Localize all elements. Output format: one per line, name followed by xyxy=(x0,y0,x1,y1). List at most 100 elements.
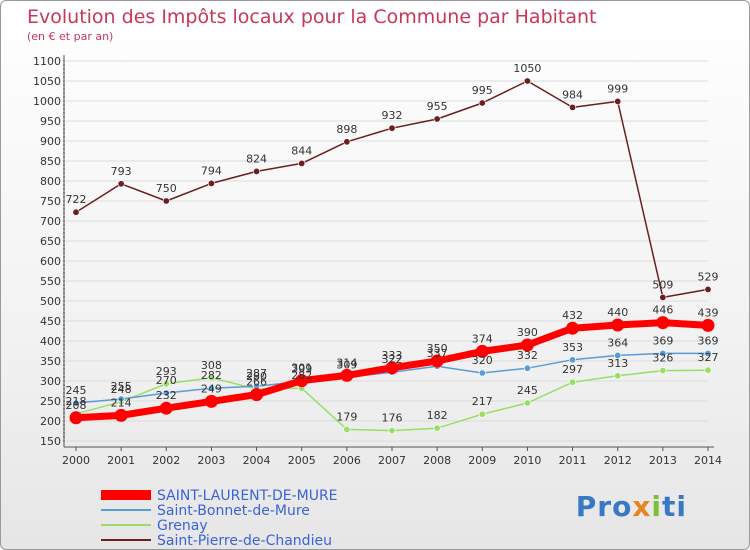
data-label: 898 xyxy=(336,123,357,136)
data-point xyxy=(340,368,354,382)
logo-part-1: Pro xyxy=(575,490,633,523)
data-point xyxy=(343,425,351,433)
data-labels: 208 214 232 249 266 301 314 333 350 374 390 432 440 4… xyxy=(66,62,719,425)
data-label: 255 xyxy=(111,380,132,393)
data-point xyxy=(433,115,441,123)
series-layer xyxy=(69,77,715,435)
y-tick-label: 300 xyxy=(40,375,61,388)
data-label: 374 xyxy=(472,332,493,345)
data-label: 999 xyxy=(607,82,628,95)
data-label: 750 xyxy=(156,182,177,195)
x-tick-label: 2004 xyxy=(243,454,271,467)
data-label: 266 xyxy=(246,376,267,389)
data-point xyxy=(117,180,125,188)
data-label: 176 xyxy=(382,412,403,425)
y-tick-label: 500 xyxy=(40,295,61,308)
logo-part-3: i xyxy=(651,490,663,523)
data-label: 332 xyxy=(517,349,538,362)
data-point xyxy=(295,374,309,388)
data-point xyxy=(704,285,712,293)
x-tick-label: 2006 xyxy=(333,454,361,467)
y-tick-label: 850 xyxy=(40,155,61,168)
y-tick-label: 350 xyxy=(40,355,61,368)
x-tick-label: 2014 xyxy=(694,454,722,467)
data-point xyxy=(207,384,215,392)
data-label: 955 xyxy=(427,100,448,113)
data-label: 793 xyxy=(111,165,132,178)
data-point xyxy=(69,411,83,425)
data-label: 320 xyxy=(472,354,493,367)
data-label: 369 xyxy=(698,334,719,347)
data-label: 182 xyxy=(427,409,448,422)
data-label: 350 xyxy=(427,342,448,355)
data-label: 248 xyxy=(111,383,132,396)
data-point xyxy=(659,349,667,357)
data-label: 282 xyxy=(201,369,222,382)
data-label: 313 xyxy=(607,357,628,370)
data-point xyxy=(614,97,622,105)
data-point xyxy=(72,208,80,216)
data-point xyxy=(569,103,577,111)
x-tick-label: 2013 xyxy=(649,454,677,467)
data-label: 337 xyxy=(427,347,448,360)
y-tick-label: 400 xyxy=(40,335,61,348)
data-point xyxy=(566,321,580,335)
data-point xyxy=(523,399,531,407)
y-tick-label: 800 xyxy=(40,175,61,188)
data-label: 722 xyxy=(66,193,87,206)
x-tick-label: 2005 xyxy=(288,454,316,467)
data-point xyxy=(704,349,712,357)
data-label: 287 xyxy=(246,367,267,380)
data-point xyxy=(523,364,531,372)
data-point xyxy=(207,374,215,382)
data-label: 314 xyxy=(336,356,357,369)
x-tick-label: 2011 xyxy=(559,454,587,467)
legend-label: Saint-Pierre-de-Chandieu xyxy=(157,533,332,549)
chart-subtitle: (en € et par an) xyxy=(27,30,114,43)
legend: SAINT-LAURENT-DE-MURESaint-Bonnet-de-Mur… xyxy=(101,488,338,549)
data-point xyxy=(614,372,622,380)
data-point xyxy=(433,424,441,432)
data-label: 369 xyxy=(652,334,673,347)
data-label: 1050 xyxy=(513,62,541,75)
data-label: 245 xyxy=(517,384,538,397)
x-tick-label: 2010 xyxy=(513,454,541,467)
data-point xyxy=(162,389,170,397)
data-point xyxy=(162,197,170,205)
data-point xyxy=(478,369,486,377)
data-label: 509 xyxy=(652,278,673,291)
y-tick-label: 1000 xyxy=(33,95,61,108)
grid xyxy=(66,60,708,442)
data-label: 282 xyxy=(291,369,312,382)
legend-label: Grenay xyxy=(157,518,208,534)
data-label: 326 xyxy=(652,352,673,365)
data-label: 439 xyxy=(698,306,719,319)
data-point xyxy=(611,318,625,332)
data-label: 297 xyxy=(562,363,583,376)
data-point xyxy=(659,293,667,301)
y-tick-label: 1050 xyxy=(33,75,61,88)
y-tick-label: 900 xyxy=(40,135,61,148)
data-point xyxy=(162,380,170,388)
data-point xyxy=(298,159,306,167)
data-point xyxy=(614,351,622,359)
data-label: 218 xyxy=(66,395,87,408)
proxiti-logo: Proxiti xyxy=(576,490,687,523)
x-tick-label: 2003 xyxy=(197,454,225,467)
data-label: 794 xyxy=(201,164,222,177)
data-label: 390 xyxy=(517,326,538,339)
data-point xyxy=(117,395,125,403)
data-point xyxy=(114,408,128,422)
x-tick-label: 2000 xyxy=(62,454,90,467)
data-label: 249 xyxy=(201,382,222,395)
data-point xyxy=(701,318,715,332)
data-label: 432 xyxy=(562,309,583,322)
x-tick-label: 2007 xyxy=(378,454,406,467)
chart-title: Evolution des Impôts locaux pour la Comm… xyxy=(27,6,597,28)
data-label: 364 xyxy=(607,336,628,349)
y-tick-label: 550 xyxy=(40,275,61,288)
x-tick-label: 2012 xyxy=(604,454,632,467)
data-label: 245 xyxy=(66,384,87,397)
data-label: 208 xyxy=(66,399,87,412)
